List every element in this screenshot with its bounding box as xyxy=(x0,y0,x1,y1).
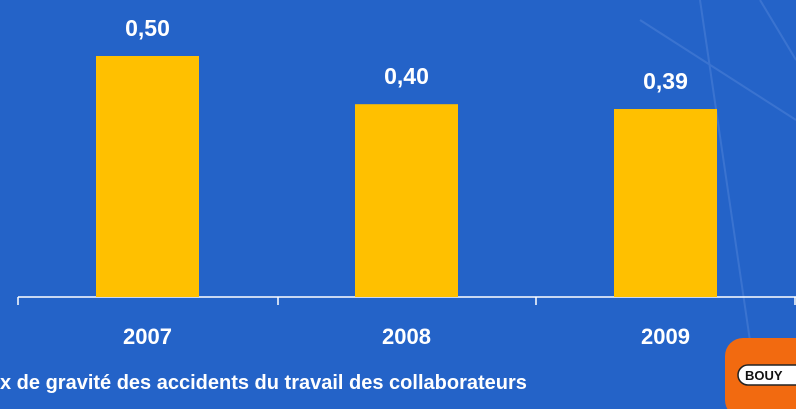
x-tick-label: 2007 xyxy=(123,324,172,349)
logo: BOUY xyxy=(725,338,796,409)
axis-separators xyxy=(17,297,796,305)
x-tick-label: 2008 xyxy=(382,324,431,349)
value-label: 0,39 xyxy=(643,68,688,94)
bar xyxy=(96,56,199,297)
decor-line xyxy=(639,19,796,121)
logo-text: BOUY xyxy=(745,368,783,383)
decor-line xyxy=(759,0,796,61)
bar xyxy=(614,109,717,298)
x-tick-label: 2009 xyxy=(641,324,690,349)
bar xyxy=(355,104,458,297)
value-label: 0,50 xyxy=(125,15,170,41)
chart-title: x de gravité des accidents du travail de… xyxy=(0,372,527,394)
value-label: 0,40 xyxy=(384,63,429,89)
logo-pill xyxy=(737,364,796,386)
